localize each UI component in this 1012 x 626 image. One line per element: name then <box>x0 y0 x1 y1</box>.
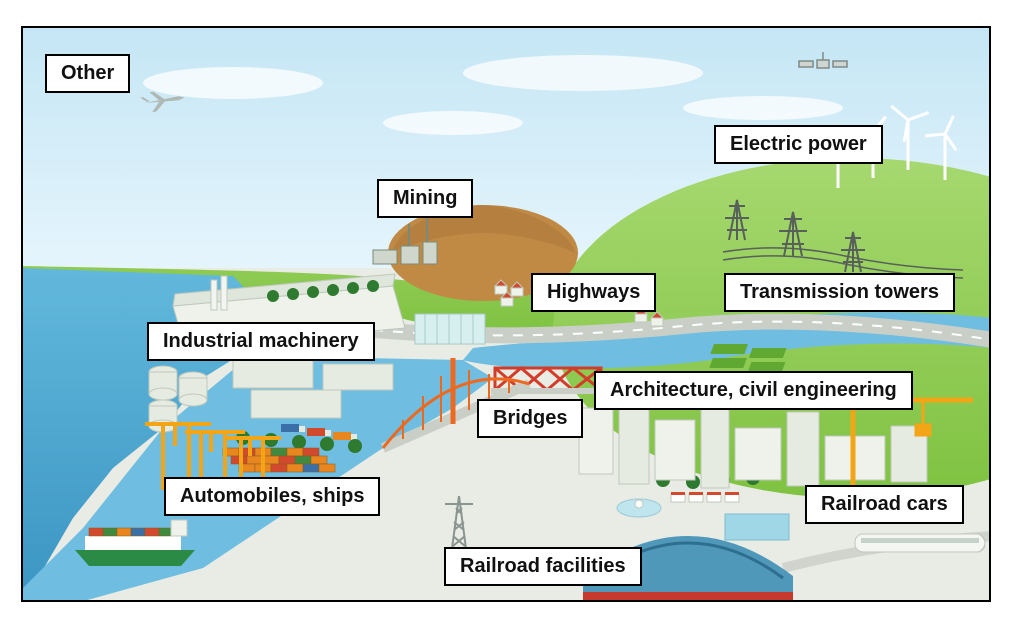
label-electric-power: Electric power <box>714 125 883 164</box>
infographic-frame: Other Electric power Mining Highways Transmi… <box>21 26 991 602</box>
label-bridges: Bridges <box>477 399 583 438</box>
train <box>855 534 985 552</box>
label-railroad-fac: Railroad facilities <box>444 547 642 586</box>
pool <box>725 514 789 540</box>
label-arch-civil: Architecture, civil engineering <box>594 371 913 410</box>
label-other: Other <box>45 54 130 93</box>
label-highways: Highways <box>531 273 656 312</box>
label-industrial-mach: Industrial machinery <box>147 322 375 361</box>
label-railroad-cars: Railroad cars <box>805 485 964 524</box>
label-transmission-towers: Transmission towers <box>724 273 955 312</box>
label-automobiles-ships: Automobiles, ships <box>164 477 380 516</box>
label-mining: Mining <box>377 179 473 218</box>
